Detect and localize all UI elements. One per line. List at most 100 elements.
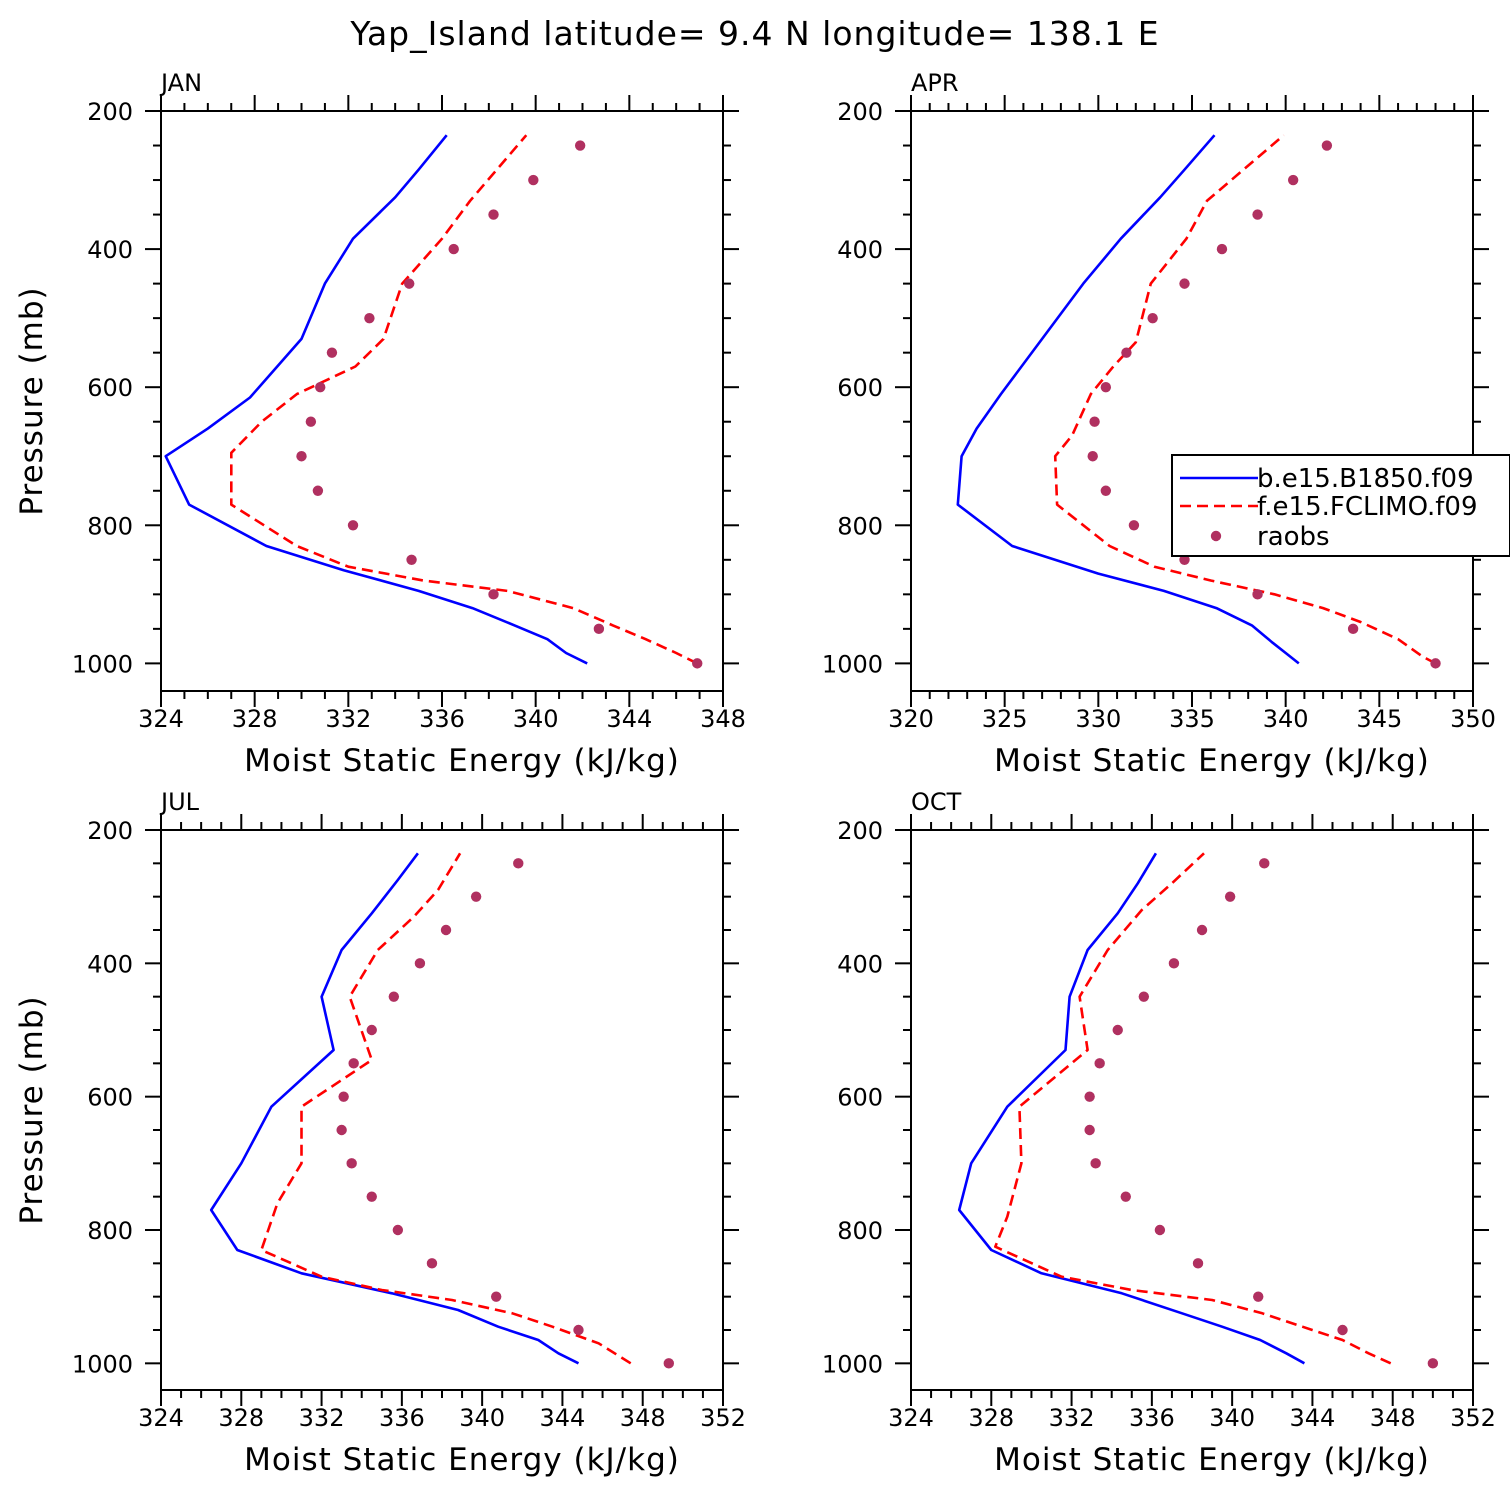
data-point — [1090, 1158, 1101, 1169]
x-tick-label: 350 — [1450, 705, 1496, 733]
series-line — [956, 134, 1300, 665]
y-axis-label: Pressure (mb) — [14, 286, 50, 515]
series-fclimo — [1053, 134, 1437, 665]
y-tick-label: 1000 — [822, 1350, 883, 1378]
y-tick-label: 200 — [837, 817, 883, 845]
series-line — [993, 852, 1392, 1365]
legend-box — [1171, 454, 1510, 557]
x-tick-label: 320 — [888, 705, 934, 733]
x-tick-label: 348 — [620, 1404, 666, 1432]
data-point — [1287, 174, 1299, 186]
data-point — [1089, 416, 1100, 427]
series-raobs — [296, 140, 703, 669]
data-point — [1347, 623, 1359, 635]
data-point — [364, 312, 375, 324]
data-point — [1192, 1258, 1204, 1269]
y-tick-label: 600 — [837, 374, 883, 402]
y-tick-label: 800 — [837, 1217, 883, 1245]
data-point — [312, 485, 324, 496]
data-point — [348, 1058, 359, 1069]
data-point — [663, 1358, 675, 1369]
data-point — [1084, 1124, 1095, 1136]
x-axis-label: Moist Static Energy (kJ/kg) — [994, 1442, 1430, 1478]
data-point — [448, 243, 459, 255]
series-line — [1053, 134, 1437, 665]
x-tick-label: 352 — [700, 1404, 746, 1432]
x-tick-label: 324 — [138, 705, 184, 733]
data-point — [1179, 278, 1190, 289]
x-tick-label: 348 — [1370, 1404, 1416, 1432]
x-tick-label: 344 — [1290, 1404, 1336, 1432]
panel-title: JAN — [159, 69, 202, 97]
x-tick-label: 345 — [1356, 705, 1402, 733]
data-point — [513, 858, 524, 869]
x-tick-label: 340 — [1263, 705, 1309, 733]
y-tick-label: 800 — [87, 512, 133, 540]
x-tick-label: 340 — [513, 705, 559, 733]
x-tick-label: 344 — [540, 1404, 586, 1432]
series-line — [164, 134, 588, 665]
y-axis-label: Pressure (mb) — [14, 995, 50, 1224]
series-fclimo — [230, 134, 698, 665]
y-tick-label: 600 — [87, 1084, 133, 1112]
data-point — [414, 958, 426, 969]
y-tick-label: 1000 — [72, 650, 133, 678]
x-axis-label: Moist Static Energy (kJ/kg) — [244, 1442, 680, 1478]
series-b1850 — [164, 134, 588, 665]
x-axis-label: Moist Static Energy (kJ/kg) — [244, 743, 680, 779]
x-tick-label: 328 — [232, 705, 278, 733]
data-point — [366, 1024, 377, 1036]
data-point — [1168, 958, 1180, 969]
data-point — [388, 991, 400, 1002]
data-point — [1100, 485, 1112, 496]
data-point — [1120, 1191, 1131, 1202]
data-point — [470, 891, 482, 902]
y-tick-label: 1000 — [72, 1350, 133, 1378]
series-line — [230, 134, 698, 665]
data-point — [296, 451, 307, 462]
x-tick-label: 325 — [982, 705, 1028, 733]
data-point — [1084, 1091, 1095, 1102]
x-tick-label: 340 — [459, 1404, 505, 1432]
data-point — [1179, 554, 1190, 566]
data-point — [1337, 1324, 1348, 1336]
data-point — [1154, 1224, 1166, 1236]
data-point — [528, 174, 539, 186]
x-tick-label: 332 — [325, 705, 371, 733]
x-tick-label: 336 — [1129, 1404, 1175, 1432]
figure-title: Yap_Island latitude= 9.4 N longitude= 13… — [349, 14, 1159, 53]
x-tick-label: 332 — [299, 1404, 345, 1432]
data-point — [1121, 347, 1132, 358]
y-tick-label: 400 — [837, 950, 883, 978]
data-point — [1196, 924, 1208, 936]
x-tick-label: 324 — [138, 1404, 184, 1432]
x-tick-label: 340 — [1209, 1404, 1255, 1432]
legend-label: f.e15.FCLIMO.f09 — [1257, 492, 1477, 522]
y-tick-label: 1000 — [822, 650, 883, 678]
panel-title: OCT — [911, 788, 962, 816]
data-point — [1112, 1024, 1123, 1036]
series-raobs — [1084, 858, 1439, 1369]
data-point — [1252, 589, 1263, 600]
series-b1850 — [957, 852, 1306, 1365]
y-tick-label: 200 — [87, 98, 133, 126]
data-point — [574, 140, 586, 151]
legend-label: b.e15.B1850.f09 — [1257, 464, 1474, 494]
data-point — [315, 381, 326, 393]
data-point — [1100, 381, 1112, 393]
data-point — [1147, 312, 1158, 324]
data-point — [326, 347, 338, 358]
data-point — [1427, 1358, 1439, 1369]
x-tick-label: 324 — [888, 1404, 934, 1432]
data-point — [404, 278, 415, 289]
y-tick-label: 600 — [87, 374, 133, 402]
data-point — [488, 589, 499, 600]
data-point — [1252, 209, 1263, 220]
series-line — [209, 852, 580, 1365]
data-point — [346, 1158, 357, 1169]
legend-label: raobs — [1257, 522, 1330, 552]
data-point — [573, 1324, 584, 1336]
